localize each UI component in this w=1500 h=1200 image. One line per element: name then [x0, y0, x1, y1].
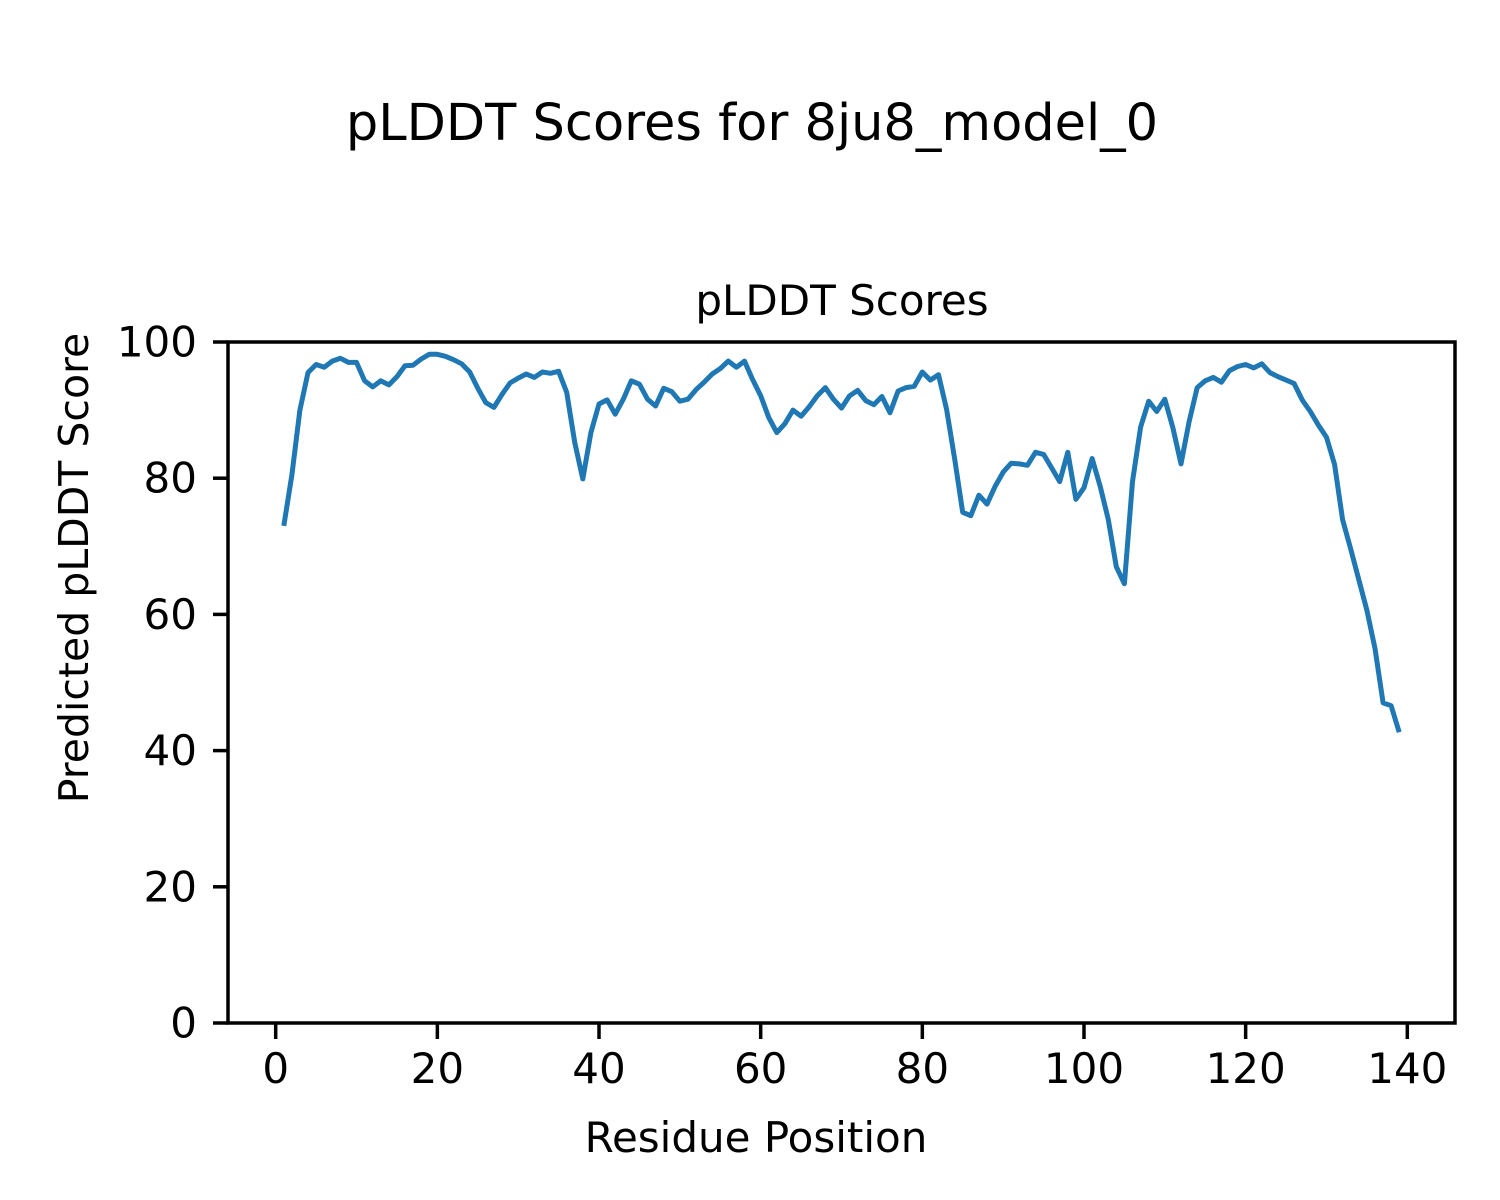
axes-frame [226, 340, 1457, 1025]
x-tick-label: 140 [1367, 1044, 1447, 1093]
y-tick-label: 60 [144, 590, 197, 639]
y-tick-label: 40 [144, 726, 197, 775]
x-tick-label: 80 [896, 1044, 949, 1093]
y-tick-label: 0 [170, 999, 197, 1048]
figure-title: pLDDT Scores for 8ju8_model_0 [346, 94, 1158, 153]
axes-title: pLDDT Scores [695, 276, 988, 325]
x-axis-label: Residue Position [585, 1113, 928, 1162]
y-tick-label: 100 [117, 318, 197, 367]
x-tick-label: 40 [572, 1044, 625, 1093]
x-tick-label: 0 [262, 1044, 289, 1093]
x-tick-label: 120 [1206, 1044, 1286, 1093]
x-tick-label: 60 [734, 1044, 787, 1093]
x-tick-label: 100 [1044, 1044, 1124, 1093]
y-tick-label: 80 [144, 454, 197, 503]
y-axis-ticks: 0 20 40 60 80 100 [117, 318, 228, 1048]
y-tick-label: 20 [144, 862, 197, 911]
plddt-score-line [281, 351, 1402, 733]
x-axis-ticks: 0 20 40 60 80 100 120 140 [262, 1023, 1447, 1093]
y-axis-label: Predicted pLDDT Score [50, 333, 98, 803]
x-tick-label: 20 [411, 1044, 464, 1093]
